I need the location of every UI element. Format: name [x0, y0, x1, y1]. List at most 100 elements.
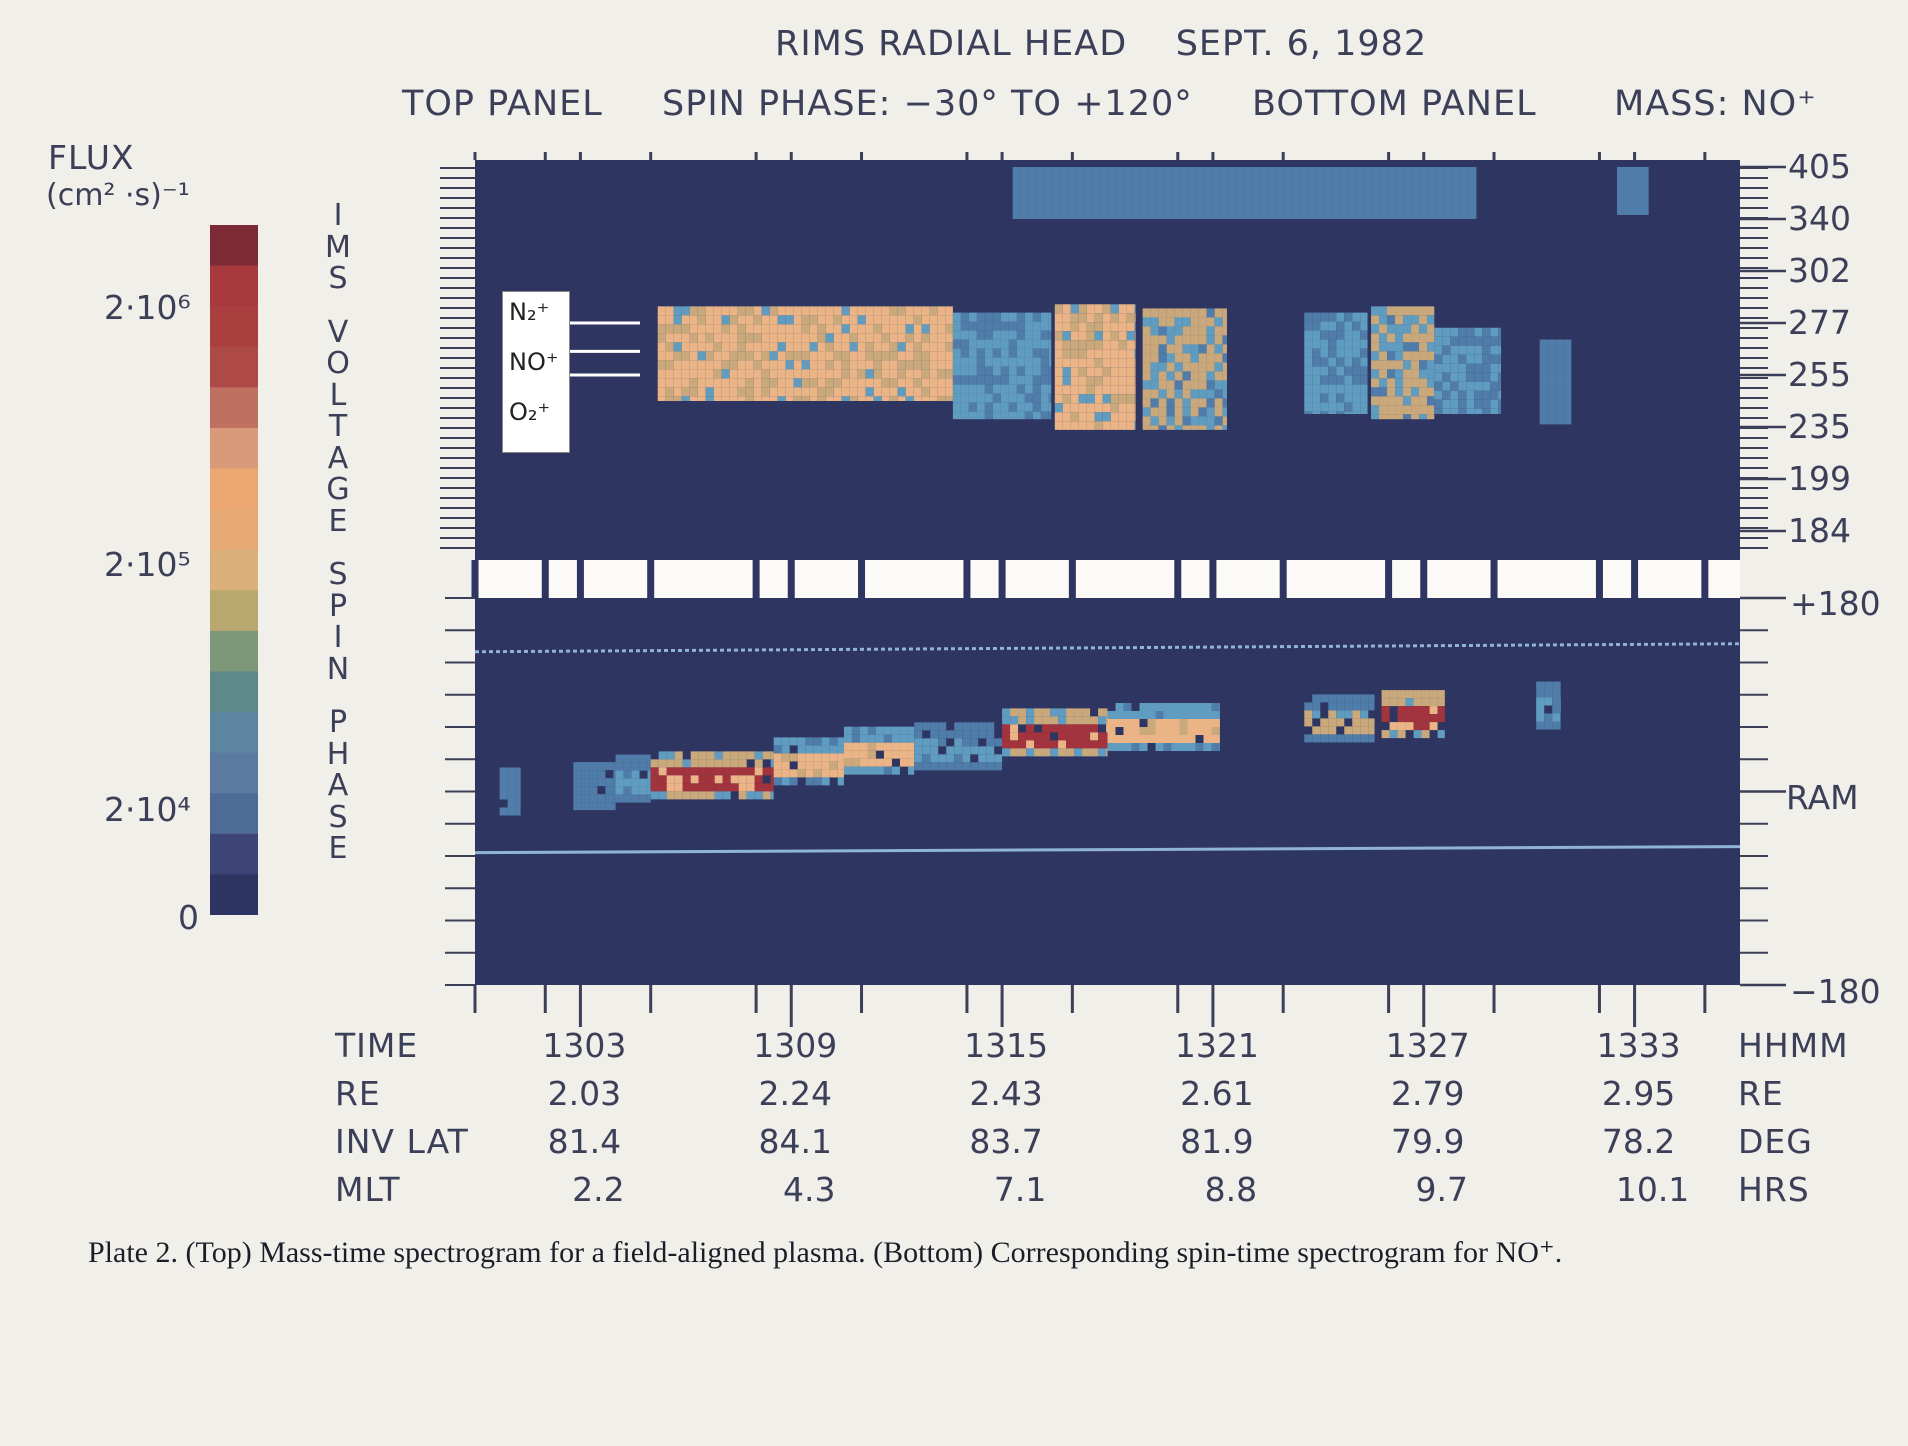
top-flux-block [1539, 339, 1572, 425]
top-y-tick-label: 199 [1788, 459, 1851, 498]
spin-flux-segment [1381, 690, 1445, 739]
ion-label-box: N₂⁺ NO⁺ O₂⁺ [502, 291, 570, 453]
axis-letter: E [328, 831, 348, 866]
spin-flux-segment [499, 767, 521, 816]
axis-letter: H [326, 736, 350, 772]
top-y-tick-label: 255 [1788, 355, 1851, 394]
axis-letter: T [328, 409, 348, 444]
colorbar-step [210, 346, 258, 388]
table-cell: 7.1 [993, 1170, 1047, 1209]
colorbar-step [210, 387, 258, 429]
table-cell: 2.03 [547, 1074, 622, 1113]
axis-letter: S [328, 261, 348, 296]
upper-boundary-line [474, 642, 1741, 654]
spin-flux-segment [1002, 708, 1108, 757]
table-cell: 1321 [1174, 1026, 1259, 1065]
spin-flux-segment [1107, 703, 1220, 751]
table-row-label: TIME [335, 1026, 419, 1065]
colorbar-step [210, 874, 258, 915]
table-cell: 1315 [964, 1026, 1049, 1065]
bottom-y-tick-ram: RAM [1786, 778, 1859, 817]
axis-letter: S [328, 799, 348, 835]
axis-letter: P [328, 705, 348, 740]
table-cell: 78.2 [1601, 1122, 1676, 1161]
colorbar-step [210, 752, 258, 794]
table-cell: 2.79 [1391, 1074, 1465, 1113]
table-cell: 79.9 [1391, 1122, 1465, 1161]
bottom-panel-label: BOTTOM PANEL [1252, 84, 1537, 124]
top-flux-block [1142, 308, 1227, 430]
table-cell: 2.24 [758, 1074, 832, 1113]
colorbar-tick-0: 0 [178, 898, 199, 937]
ion-label-o2: O₂⁺ [509, 398, 551, 426]
axis-letter: I [333, 620, 343, 655]
table-cell: 2.2 [572, 1170, 625, 1209]
table-cell: 2.95 [1601, 1074, 1676, 1113]
spin-phase-label: SPIN PHASE: −30° TO +120° [662, 84, 1193, 124]
top-y-tick-label: 302 [1788, 251, 1851, 290]
spectrogram-panels [440, 152, 1786, 1027]
table-cell: 8.8 [1204, 1170, 1258, 1209]
top-y-tick-label: 405 [1788, 147, 1851, 186]
colorbar-step [210, 590, 258, 632]
table-cell: 1309 [753, 1026, 838, 1065]
top-flux-block [1304, 312, 1368, 414]
colorbar-step [210, 265, 258, 307]
panel-separator [475, 560, 1740, 598]
axis-letter: V [327, 314, 349, 350]
top-y-tick-label: 340 [1788, 199, 1851, 238]
axis-letter: M [325, 229, 351, 265]
top-flux-block [1012, 167, 1477, 219]
top-flux-block [1434, 327, 1502, 414]
table-row-label: RE [335, 1074, 381, 1113]
axis-letter: L [329, 377, 347, 413]
top-y-tick-label: 184 [1788, 511, 1851, 550]
colorbar-tick-2e4: 2·10⁴ [104, 790, 191, 829]
spin-flux-segment [615, 754, 651, 803]
spin-flux-segment [773, 737, 844, 786]
table-row-unit: HHMM [1738, 1026, 1849, 1065]
table-cell: 2.43 [969, 1074, 1043, 1113]
table-cell: 1303 [542, 1026, 627, 1065]
bottom-y-tick-minus180: −180 [1790, 972, 1881, 1011]
colorbar-step [210, 712, 258, 754]
table-row-unit: HRS [1738, 1170, 1810, 1209]
figure-caption: Plate 2. (Top) Mass-time spectrogram for… [88, 1236, 1563, 1269]
table-cell: 9.7 [1415, 1170, 1468, 1209]
axis-letter: A [327, 768, 349, 803]
colorbar-units: (cm² ·s)⁻¹ [46, 178, 190, 213]
colorbar-step [210, 833, 258, 876]
spin-flux-segment [914, 722, 1003, 771]
top-flux-block [657, 306, 953, 401]
top-y-tick-label: 235 [1788, 407, 1851, 446]
axis-letter: O [326, 346, 350, 381]
top-flux-block [952, 312, 1052, 420]
ion-label-no: NO⁺ [509, 348, 559, 376]
table-cell: 1333 [1596, 1026, 1681, 1065]
spin-flux-segment [1304, 694, 1375, 743]
table-cell: 81.4 [547, 1122, 622, 1161]
colorbar-tick-2e6: 2·10⁶ [104, 288, 191, 327]
colorbar-step [210, 671, 258, 713]
axis-letter: N [326, 651, 350, 687]
mass-label: MASS: NO⁺ [1614, 84, 1817, 124]
table-cell: 4.3 [783, 1170, 836, 1209]
table-row-unit: DEG [1738, 1122, 1813, 1161]
bottom-y-tick-plus180: +180 [1790, 584, 1881, 623]
axis-letter: G [326, 472, 350, 507]
colorbar-step [210, 509, 258, 551]
axis-letter: S [328, 557, 348, 592]
colorbar-step [210, 306, 258, 348]
colorbar-step [210, 468, 258, 510]
table-cell: 2.61 [1180, 1074, 1254, 1113]
top-panel-label: TOP PANEL [402, 84, 603, 124]
ion-label-n2: N₂⁺ [509, 298, 550, 326]
axis-letter: I [333, 198, 343, 233]
chart-title: RIMS RADIAL HEAD SEPT. 6, 1982 [775, 24, 1428, 64]
axis-letter: A [327, 440, 349, 476]
axis-letter: E [328, 503, 348, 539]
table-cell: 81.9 [1180, 1122, 1254, 1161]
colorbar-title: FLUX [48, 138, 135, 177]
top-y-tick-label: 277 [1788, 303, 1851, 342]
table-row-label: MLT [335, 1170, 401, 1209]
